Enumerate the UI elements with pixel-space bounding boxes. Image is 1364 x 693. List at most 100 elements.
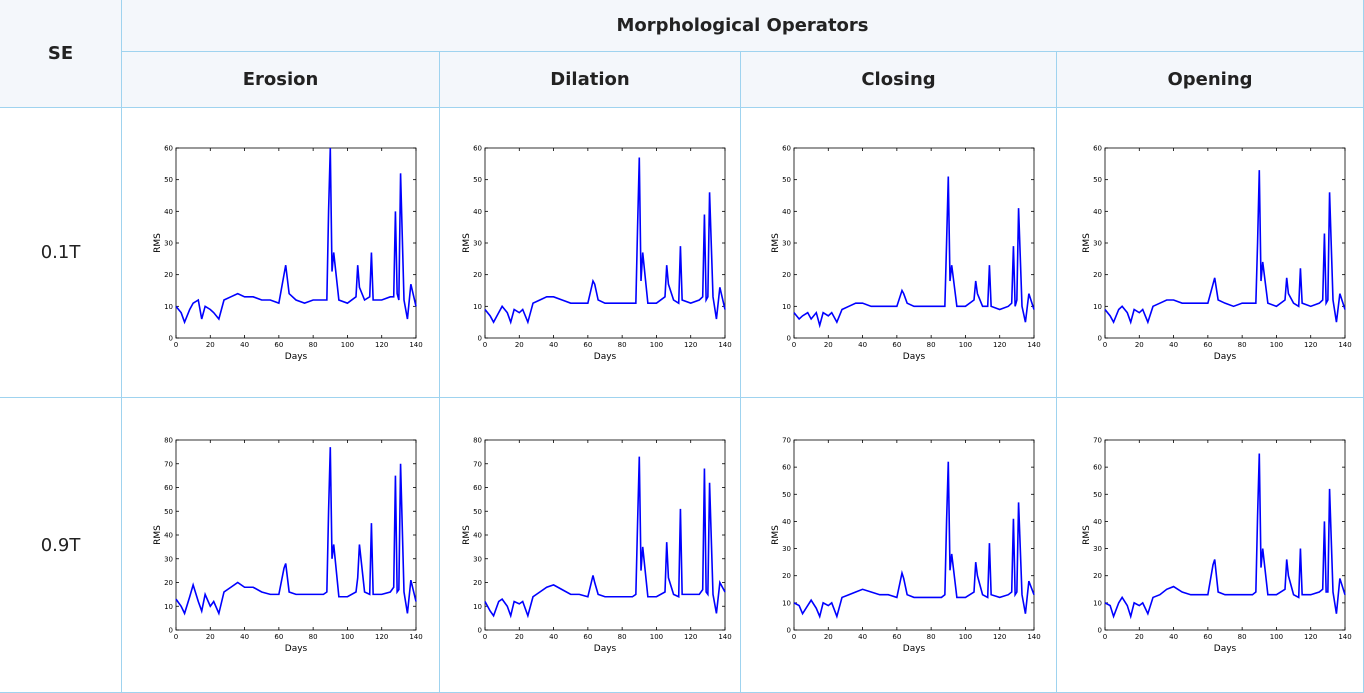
x-tick-label: 100 [650, 341, 663, 349]
y-tick-label: 50 [1093, 491, 1102, 499]
x-tick-label: 120 [375, 341, 388, 349]
x-tick-label: 20 [515, 341, 524, 349]
row-label: 0.9T [0, 398, 122, 693]
x-tick-label: 0 [483, 633, 487, 641]
y-tick-label: 40 [782, 207, 791, 215]
x-tick-label: 120 [1304, 633, 1317, 641]
x-tick-label: 60 [583, 633, 592, 641]
y-tick-label: 0 [786, 627, 790, 635]
y-axis-label: RMS [771, 525, 781, 545]
y-tick-label: 50 [164, 176, 173, 184]
x-tick-label: 120 [993, 341, 1006, 349]
y-tick-label: 0 [168, 627, 172, 635]
x-tick-label: 140 [1338, 341, 1351, 349]
y-tick-label: 60 [473, 144, 482, 152]
y-tick-label: 10 [782, 599, 791, 607]
chart-cell: 0 20 40 60 80 100 120 140 0 10 20 30 40 50 60 Days RMS [741, 108, 1057, 398]
se-header: SE [0, 0, 122, 108]
row-label: 0.1T [0, 108, 122, 398]
y-tick-label: 60 [782, 144, 791, 152]
x-tick-label: 120 [684, 341, 697, 349]
y-axis-label: RMS [1082, 232, 1092, 252]
y-tick-label: 10 [164, 302, 173, 310]
x-tick-label: 120 [1304, 341, 1317, 349]
y-tick-label: 70 [782, 437, 791, 445]
plot-frame [484, 147, 726, 338]
y-tick-label: 20 [473, 579, 482, 587]
x-tick-label: 80 [618, 633, 627, 641]
x-tick-label: 140 [1027, 633, 1040, 641]
x-tick-label: 0 [173, 633, 177, 641]
operator-header-text: Closing [861, 69, 936, 90]
group-header-text: Morphological Operators [616, 15, 869, 36]
x-tick-label: 140 [409, 341, 422, 349]
line-chart: 0 20 40 60 80 100 120 14001020304050607080DaysR… [462, 437, 732, 655]
x-tick-label: 140 [1338, 633, 1351, 641]
y-tick-label: 40 [473, 532, 482, 540]
plot-frame [1104, 147, 1346, 338]
series-line [174, 147, 417, 324]
x-axis-label: Days [284, 644, 307, 654]
x-tick-label: 100 [340, 341, 353, 349]
x-tick-label: 0 [483, 341, 487, 349]
x-tick-label: 140 [1027, 341, 1040, 349]
y-tick-label: 70 [1093, 437, 1102, 445]
x-tick-label: 40 [240, 341, 249, 349]
series-line [1104, 169, 1346, 325]
x-tick-label: 40 [858, 341, 867, 349]
y-tick-label: 0 [478, 334, 482, 342]
operator-header: Closing [741, 52, 1057, 108]
x-tick-label: 0 [1103, 341, 1107, 349]
series-line [1104, 453, 1346, 620]
x-tick-label: 140 [409, 633, 422, 641]
x-tick-label: 40 [858, 633, 867, 641]
x-axis-label: Days [594, 644, 617, 654]
x-tick-label: 120 [993, 633, 1006, 641]
x-tick-label: 20 [205, 633, 214, 641]
series-line [792, 175, 1035, 328]
y-tick-label: 40 [1093, 207, 1102, 215]
y-tick-label: 20 [164, 271, 173, 279]
x-tick-label: 40 [549, 633, 558, 641]
x-tick-label: 0 [791, 341, 795, 349]
x-tick-label: 60 [1203, 633, 1212, 641]
x-tick-label: 100 [958, 341, 971, 349]
y-tick-label: 10 [473, 603, 482, 611]
y-tick-label: 70 [164, 460, 173, 468]
x-tick-label: 80 [926, 341, 935, 349]
y-tick-label: 60 [1093, 464, 1102, 472]
operator-header: Erosion [122, 52, 440, 108]
y-tick-label: 30 [1093, 545, 1102, 553]
y-tick-label: 20 [1093, 572, 1102, 580]
x-tick-label: 20 [1135, 341, 1144, 349]
x-tick-label: 20 [205, 341, 214, 349]
y-tick-label: 20 [473, 271, 482, 279]
x-tick-label: 40 [240, 633, 249, 641]
x-axis-label: Days [902, 644, 925, 654]
x-tick-label: 100 [340, 633, 353, 641]
chart-cell: 0 20 40 60 80 100 120 140 0 10 20 30 40 50 60 70 Days RMS [741, 398, 1057, 693]
x-axis-label: Days [902, 352, 925, 362]
plot-frame [175, 439, 416, 631]
plot-frame [175, 147, 416, 338]
x-tick-label: 40 [549, 341, 558, 349]
y-tick-label: 50 [164, 508, 173, 516]
operator-header: Opening [1057, 52, 1364, 108]
y-tick-label: 10 [782, 302, 791, 310]
y-tick-label: 30 [164, 239, 173, 247]
x-axis-label: Days [594, 352, 617, 362]
x-tick-label: 80 [1238, 341, 1247, 349]
plot-frame [793, 439, 1034, 631]
x-tick-label: 80 [926, 633, 935, 641]
y-tick-label: 30 [782, 545, 791, 553]
y-tick-label: 40 [782, 518, 791, 526]
x-tick-label: 0 [1103, 633, 1107, 641]
x-tick-label: 40 [1169, 341, 1178, 349]
series-line [174, 447, 417, 616]
chart-cell: 0 20 40 60 80 100 120 140 0 10 20 30 40 50 60 Days RMS [1057, 108, 1364, 398]
y-tick-label: 10 [473, 302, 482, 310]
y-tick-label: 70 [473, 460, 482, 468]
row-label-text: 0.1T [40, 242, 81, 263]
y-tick-label: 0 [1098, 334, 1102, 342]
